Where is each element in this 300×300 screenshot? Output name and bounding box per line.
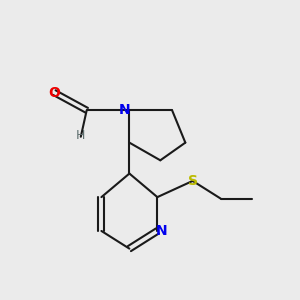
Text: H: H: [76, 129, 86, 142]
Text: O: O: [48, 85, 60, 100]
Text: N: N: [156, 224, 168, 238]
Text: S: S: [188, 174, 198, 188]
Text: N: N: [119, 103, 131, 117]
